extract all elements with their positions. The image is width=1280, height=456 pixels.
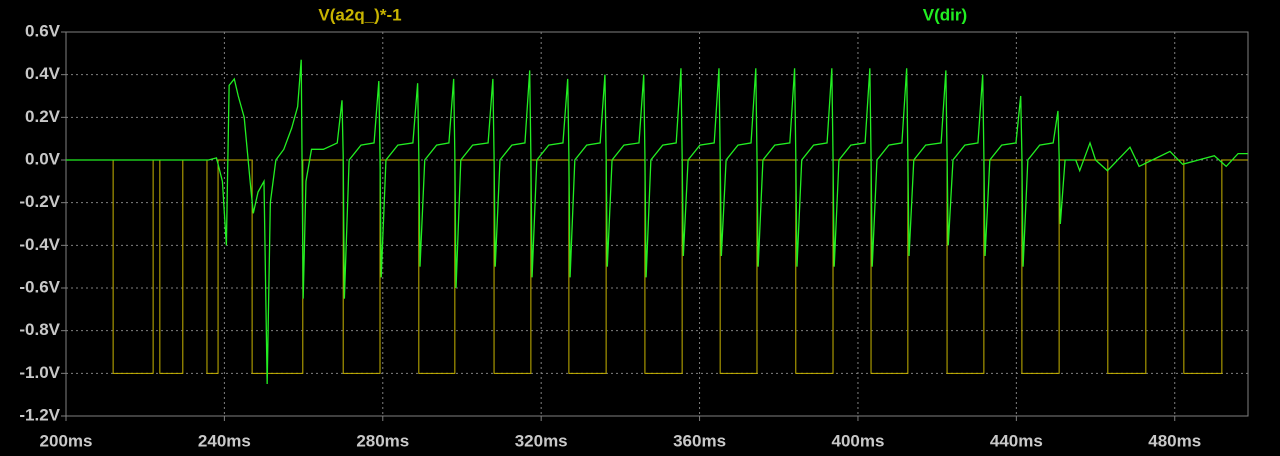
legend-entry: V(dir) [923, 5, 967, 24]
y-tick-label: -0.6V [19, 277, 60, 296]
x-tick-label: 480ms [1148, 431, 1201, 450]
y-tick-label: 0.2V [25, 107, 61, 126]
x-tick-label: 240ms [198, 431, 251, 450]
y-tick-label: 0.0V [25, 149, 61, 168]
plot-border [65, 31, 1249, 417]
y-tick-label: 0.6V [25, 21, 61, 40]
y-tick-label: -1.2V [19, 405, 60, 424]
y-tick-label: -0.2V [19, 192, 60, 211]
x-tick-label: 400ms [831, 431, 884, 450]
y-tick-label: -1.0V [19, 363, 60, 382]
y-tick-label: -0.4V [19, 235, 60, 254]
series-line [66, 59, 1248, 385]
x-tick-label: 280ms [356, 431, 409, 450]
x-tick-label: 440ms [990, 431, 1043, 450]
series-line [66, 159, 1248, 374]
y-tick-label: -0.8V [19, 320, 60, 339]
x-tick-label: 200ms [40, 431, 93, 450]
x-tick-label: 360ms [673, 431, 726, 450]
x-tick-label: 320ms [515, 431, 568, 450]
y-tick-label: 0.4V [25, 64, 61, 83]
legend-entry: V(a2q_)*-1 [318, 5, 401, 24]
